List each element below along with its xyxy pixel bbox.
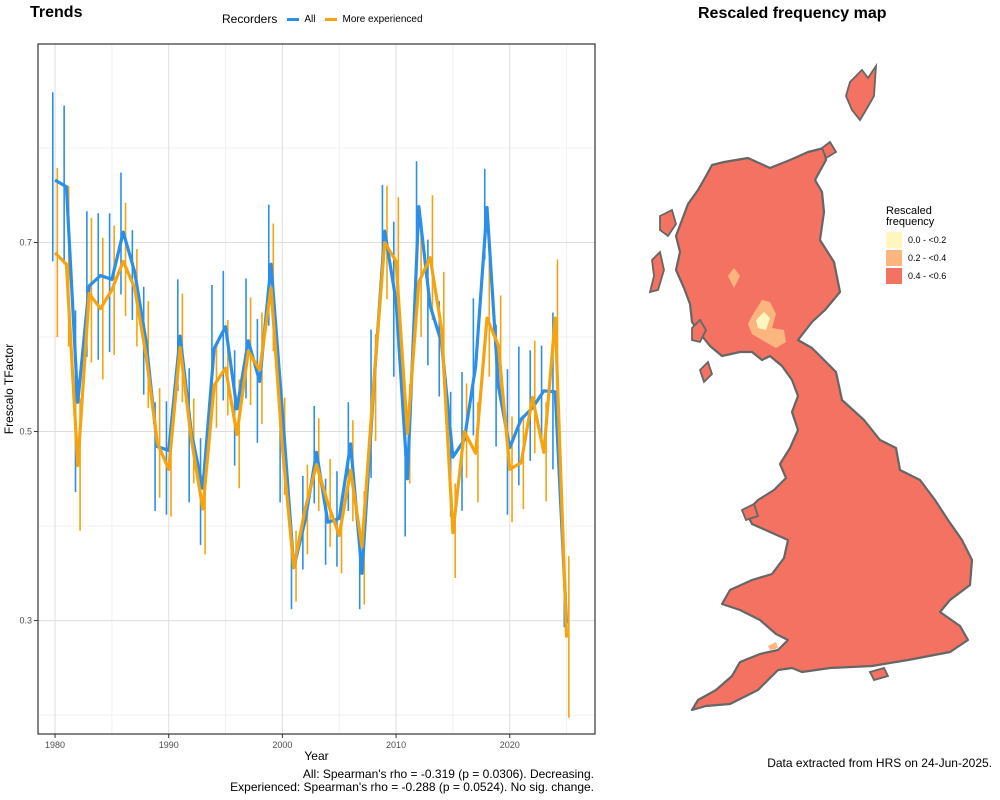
map-hebrides-north (659, 208, 677, 238)
x-tick-label: 2000 (272, 740, 292, 750)
stat-all: All: Spearman's rho = -0.319 (p = 0.0306… (302, 767, 594, 781)
map-anglesey (740, 502, 760, 522)
map-legend-title-line2: frequency (886, 216, 935, 228)
map-great-britain (674, 146, 974, 712)
x-tick-label: 1980 (45, 740, 65, 750)
uk-frequency-map (648, 62, 974, 712)
map-isle-of-wight (868, 666, 890, 682)
plot-border (37, 43, 596, 735)
chart-legend: Recorders All More experienced (222, 12, 423, 26)
map-legend-label: 0.4 - <0.6 (908, 271, 947, 281)
trend-plot: 1980 1990 2000 2010 2020 0.3 0.5 0.7 Year Frescal… (2, 43, 596, 763)
series-line-experienced (53, 240, 569, 638)
map-legend-label: 0.2 - <0.4 (908, 253, 947, 263)
legend-label-experienced: More experienced (342, 13, 423, 25)
map-legend: Rescaled frequency 0.0 - <0.2 0.2 - <0.4… (886, 206, 946, 286)
map-legend-swatch (886, 250, 902, 266)
stat-experienced: Experienced: Spearman's rho = -0.288 (p … (230, 780, 594, 794)
map-southwest-patch (768, 642, 778, 650)
y-axis-label: Frescalo TFactor (2, 344, 16, 434)
y-tick-label: 0.7 (19, 237, 32, 247)
map-legend-row: 0.2 - <0.4 (886, 250, 946, 266)
map-hebrides-south (648, 250, 665, 294)
map-legend-row: 0.4 - <0.6 (886, 268, 946, 284)
trend-statistics: All: Spearman's rho = -0.319 (p = 0.0306… (230, 768, 594, 794)
legend-swatch-all (287, 17, 300, 21)
data-source-note: Data extracted from HRS on 24-Jun-2025. (767, 756, 992, 770)
legend-title: Recorders (222, 12, 278, 26)
map-orkney (820, 140, 838, 160)
map-highland-patch (728, 268, 740, 288)
x-axis-label: Year (304, 749, 328, 763)
map-legend-swatch (886, 268, 902, 284)
map-title: Rescaled frequency map (698, 5, 887, 22)
map-legend-swatch (886, 232, 902, 248)
map-legend-row: 0.0 - <0.2 (886, 232, 946, 248)
map-shetland (845, 62, 878, 122)
trends-title: Trends (30, 4, 83, 21)
map-legend-label: 0.0 - <0.2 (908, 235, 947, 245)
x-tick-label: 2010 (386, 740, 406, 750)
map-inner-isle (691, 318, 708, 344)
y-tick-label: 0.5 (19, 427, 32, 437)
x-tick-label: 1990 (159, 740, 179, 750)
y-tick-label: 0.3 (19, 616, 32, 626)
x-tick-label: 2020 (500, 740, 520, 750)
legend-label-all: All (304, 13, 316, 25)
map-legend-title-line1: Rescaled (886, 205, 932, 217)
map-islay (698, 360, 714, 384)
map-central-core (756, 312, 770, 330)
map-legend-title: Rescaled frequency (886, 206, 946, 228)
legend-swatch-experienced (325, 17, 338, 21)
